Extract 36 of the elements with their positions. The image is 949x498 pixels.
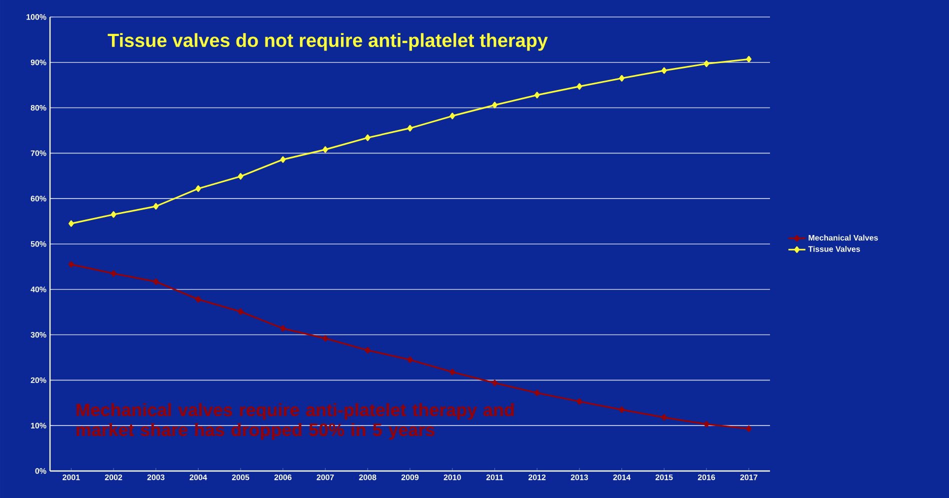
point — [576, 398, 582, 405]
point — [619, 74, 624, 82]
point — [322, 146, 328, 153]
point — [280, 156, 286, 163]
point — [450, 112, 456, 120]
point — [238, 173, 244, 180]
point — [196, 296, 201, 303]
point — [661, 414, 667, 421]
point — [153, 278, 159, 285]
annotation: Mechanical valves require anti-platelet therapy and market share has dropped 50% in 5 years — [76, 403, 514, 440]
point — [619, 406, 624, 413]
point — [110, 270, 116, 277]
point — [68, 220, 74, 227]
point — [576, 83, 582, 90]
point — [492, 380, 498, 386]
point — [704, 60, 710, 68]
point — [322, 335, 328, 342]
point — [450, 368, 456, 376]
point — [704, 420, 710, 428]
point — [364, 346, 370, 354]
point — [364, 134, 370, 142]
point — [407, 356, 413, 364]
point — [746, 56, 752, 62]
point — [68, 261, 74, 268]
annotation: Tissue valves do not require anti-platelet therapy — [108, 33, 548, 51]
point — [110, 211, 116, 218]
point — [238, 308, 244, 315]
point — [661, 67, 667, 74]
point — [196, 185, 201, 192]
point — [153, 203, 159, 210]
point — [407, 124, 413, 132]
point — [534, 390, 540, 396]
point — [492, 102, 498, 108]
point — [280, 325, 286, 332]
point — [534, 92, 540, 98]
point — [746, 425, 752, 432]
